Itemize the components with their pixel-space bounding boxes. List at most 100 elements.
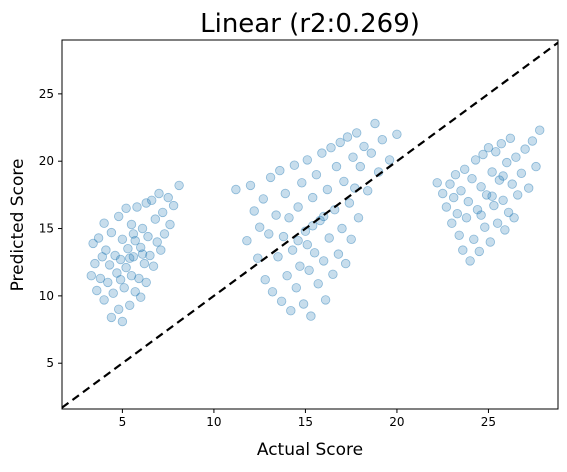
data-point [341, 258, 351, 269]
data-point [474, 246, 485, 257]
data-point [330, 204, 340, 215]
data-point [370, 118, 380, 129]
data-point [342, 132, 353, 142]
data-point [352, 128, 362, 138]
data-point [344, 198, 355, 208]
data-point [273, 252, 283, 262]
data-point [260, 275, 270, 285]
data-point [286, 306, 296, 316]
data-point [502, 157, 512, 168]
data-point [392, 129, 402, 140]
data-point [326, 142, 336, 153]
x-axis-label: Actual Score [257, 440, 363, 460]
data-point [242, 235, 252, 246]
data-point [231, 184, 241, 195]
points-layer [86, 118, 545, 327]
data-point [353, 213, 364, 223]
data-point [505, 133, 516, 144]
data-point [304, 265, 314, 276]
data-point [108, 288, 118, 298]
data-point [90, 258, 100, 269]
data-point [146, 195, 157, 206]
data-point [331, 161, 342, 172]
data-point [516, 168, 527, 179]
data-point [445, 179, 455, 189]
ticks-layer: 5 10 15 20 25 5 10 15 20 25 [39, 87, 496, 429]
data-point [112, 268, 122, 278]
data-point [355, 161, 366, 172]
data-point [130, 235, 140, 246]
reference-line-layer [61, 41, 559, 409]
data-point [302, 239, 313, 250]
data-point [264, 229, 274, 239]
data-point [139, 258, 150, 269]
data-point [450, 169, 461, 180]
data-point [461, 213, 472, 223]
data-point [438, 188, 448, 199]
plot-frame [61, 39, 559, 410]
data-point [99, 218, 109, 228]
data-point [324, 233, 334, 243]
data-point [359, 141, 369, 152]
data-point [313, 279, 323, 289]
data-point [487, 167, 497, 177]
data-point [137, 249, 148, 259]
data-point [520, 144, 530, 154]
data-point [258, 194, 269, 204]
data-point [119, 283, 129, 293]
data-point [88, 238, 98, 249]
data-point [267, 287, 278, 297]
data-point [476, 210, 486, 220]
data-point [126, 219, 137, 230]
data-point [476, 182, 486, 192]
data-point [337, 223, 347, 234]
y-tick-label: 5 [46, 356, 54, 370]
data-point [280, 188, 291, 199]
x-tick-label: 15 [298, 415, 313, 429]
data-point [531, 161, 541, 172]
data-point [452, 208, 463, 219]
data-point [113, 304, 124, 315]
y-tick-label: 10 [39, 289, 54, 303]
data-point [492, 218, 503, 228]
data-point [97, 252, 108, 262]
data-point [141, 198, 151, 208]
data-point [115, 275, 126, 285]
data-point [498, 195, 508, 206]
data-point [366, 148, 377, 158]
data-point [483, 142, 494, 153]
data-point [121, 203, 131, 214]
data-point [128, 252, 139, 262]
data-point [346, 234, 356, 245]
data-point [311, 169, 322, 180]
data-point [348, 152, 358, 162]
data-point [143, 231, 153, 242]
data-point [441, 202, 452, 212]
data-point [469, 234, 479, 245]
data-point [287, 245, 298, 255]
data-point [487, 191, 497, 201]
data-point [463, 196, 474, 207]
data-point [121, 262, 131, 273]
data-point [249, 206, 259, 216]
data-point [117, 234, 128, 245]
data-point [135, 292, 146, 302]
data-point [295, 261, 305, 271]
y-axis-label: Predicted Score [8, 159, 28, 292]
data-point [500, 225, 510, 235]
data-point [535, 125, 545, 135]
data-point [291, 283, 302, 293]
data-point [339, 176, 349, 187]
data-point [137, 223, 148, 234]
data-point [363, 186, 373, 196]
data-point [113, 211, 124, 222]
identity-reference-line [61, 41, 559, 409]
data-point [265, 172, 276, 183]
data-point [293, 202, 303, 212]
data-point [496, 138, 507, 149]
data-point [498, 171, 508, 181]
data-point [384, 155, 395, 165]
data-point [298, 299, 309, 309]
data-point [275, 165, 285, 176]
